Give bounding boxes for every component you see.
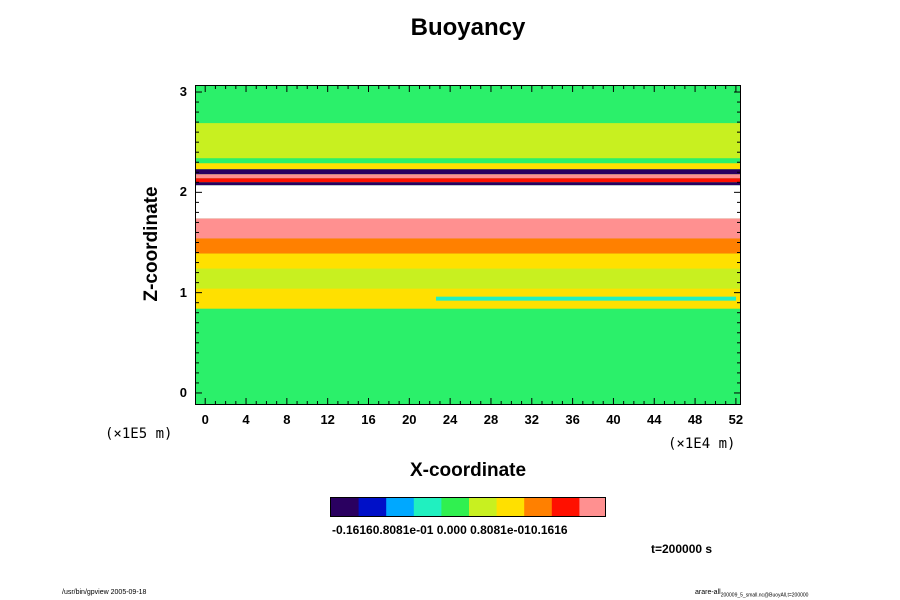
x-tick-label: 28 <box>483 412 499 427</box>
colorbar-segment <box>489 498 498 516</box>
band-upper-stripe-1 <box>196 169 740 175</box>
band-lower-mid <box>196 268 740 289</box>
time-label: t=200000 s <box>651 542 713 556</box>
heatmap-svg <box>196 86 740 404</box>
colorbar <box>330 497 606 517</box>
colorbar-segment <box>579 498 587 516</box>
colorbar-segment <box>372 498 380 516</box>
colorbar-segment <box>482 498 491 516</box>
colorbar-segment <box>475 498 484 516</box>
y-tick-label: 1 <box>179 284 187 300</box>
x-tick-label: 52 <box>728 412 744 427</box>
colorbar-segment <box>538 498 546 516</box>
colorbar-segment <box>344 498 353 516</box>
y-tick-label: 3 <box>179 84 187 100</box>
colorbar-segment <box>393 498 401 516</box>
band-upper-stripe-2 <box>196 174 740 179</box>
chart-title: Buoyancy <box>410 14 526 41</box>
colorbar-segment <box>413 498 422 516</box>
x-unit-label: (×1E4 m) <box>668 436 736 452</box>
y-tick-label: 0 <box>179 384 187 400</box>
footer-file-detail: 200009_5_small.nc@BuoyAll,t=200000 <box>720 592 809 599</box>
x-tick-label: 48 <box>687 412 703 427</box>
colorbar-segment <box>400 498 408 516</box>
x-axis-label: X-coordinate <box>409 460 527 481</box>
band-missing <box>196 185 740 219</box>
band-upper-stripe-4 <box>196 182 740 186</box>
band-orange <box>196 238 740 254</box>
colorbar-segment <box>469 498 477 516</box>
colorbar-segment <box>351 498 360 516</box>
x-tick-label: 20 <box>402 412 417 427</box>
footer-command: /usr/bin/gpview 2005-09-18 <box>62 589 147 596</box>
colorbar-segment <box>379 498 387 516</box>
colorbar-segment <box>358 498 366 516</box>
x-tick-label: 40 <box>606 412 621 427</box>
footer-file-name: arare-all <box>695 589 721 596</box>
colorbar-segment <box>517 498 525 516</box>
x-tick-label: 0 <box>201 412 209 427</box>
band-blue-streak <box>436 296 736 301</box>
x-tick-label: 4 <box>242 412 250 427</box>
colorbar-segment <box>503 498 511 516</box>
band-upper-stripe-3 <box>196 178 740 183</box>
colorbar-segment <box>531 498 539 516</box>
colorbar-segment <box>551 498 560 516</box>
colorbar-segment <box>455 498 463 516</box>
z-unit-label: (×1E5 m) <box>105 426 173 442</box>
y-tick-label: 2 <box>179 184 187 200</box>
band-red <box>196 218 740 239</box>
colorbar-segment <box>441 498 449 516</box>
colorbar-segment <box>406 498 415 516</box>
x-tick-label: 12 <box>320 412 335 427</box>
x-tick-label: 32 <box>524 412 540 427</box>
colorbar-segment <box>448 498 456 516</box>
colorbar-segment <box>558 498 567 516</box>
colorbar-segment <box>496 498 504 516</box>
colorbar-segment <box>386 498 394 516</box>
colorbar-segment <box>510 498 518 516</box>
colorbar-segment <box>331 498 339 516</box>
colorbar-segment <box>524 498 532 516</box>
x-tick-label: 16 <box>361 412 376 427</box>
colorbar-tick-labels: -0.16160.8081e-01 0.000 0.8081e-010.1616 <box>332 523 568 537</box>
band-upper-field <box>196 123 740 159</box>
plot-area <box>195 85 741 405</box>
colorbar-segment <box>420 498 429 516</box>
colorbar-segment <box>434 498 442 516</box>
x-tick-label: 8 <box>283 412 291 427</box>
colorbar-segment <box>586 498 594 516</box>
x-tick-label: 36 <box>565 412 580 427</box>
colorbar-segment <box>462 498 470 516</box>
colorbar-segment <box>600 498 605 516</box>
colorbar-segment <box>593 498 601 516</box>
x-tick-label: 44 <box>647 412 662 427</box>
colorbar-segment <box>427 498 435 516</box>
footer-file: arare-all200009_5_small.nc@BuoyAll,t=200… <box>695 589 808 598</box>
band-upper-stripe-0 <box>196 163 740 170</box>
colorbar-segment <box>337 498 346 516</box>
colorbar-segment <box>565 498 573 516</box>
colorbar-segment <box>572 498 580 516</box>
colorbar-segment <box>365 498 373 516</box>
colorbar-segment <box>544 498 553 516</box>
x-tick-label: 24 <box>442 412 458 427</box>
